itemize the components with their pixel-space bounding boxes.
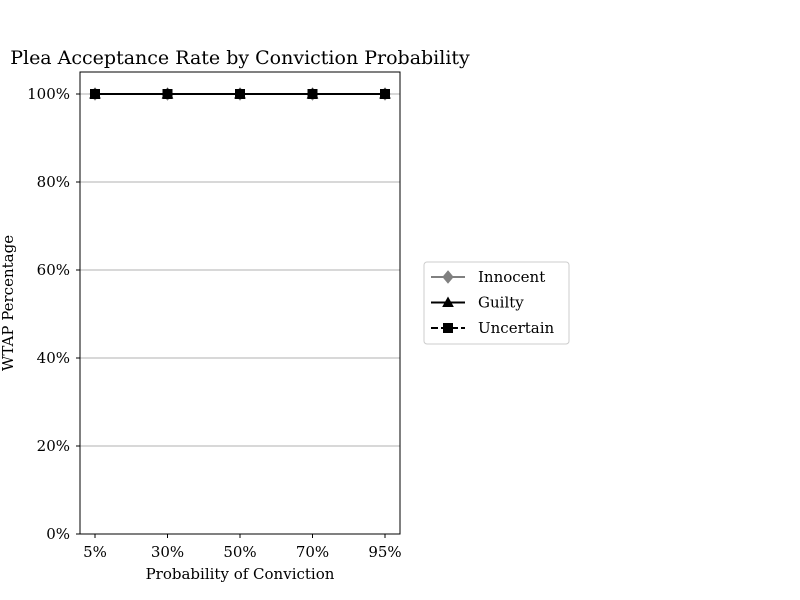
plot-frame — [79, 71, 401, 535]
legend-label: Guilty — [478, 294, 524, 312]
legend: Innocent Guilty Uncertain — [423, 261, 570, 345]
data-point-uncertain — [235, 89, 245, 99]
y-tick-label: 60% — [37, 261, 70, 279]
legend-item-guilty: Guilty — [431, 294, 524, 312]
y-tick-label: 80% — [37, 173, 70, 191]
x-tick-label: 5% — [83, 543, 107, 561]
x-tick-label: 50% — [223, 543, 256, 561]
y-axis-label: WTAP Percentage — [0, 235, 17, 371]
legend-label: Uncertain — [478, 319, 555, 337]
series-uncertain — [90, 89, 390, 99]
legend-label: Innocent — [478, 268, 545, 286]
y-tick-label: 100% — [27, 85, 70, 103]
legend-marker — [443, 323, 453, 333]
legend-box — [423, 261, 570, 345]
data-point-uncertain — [307, 89, 318, 99]
y-tick-label: 20% — [37, 437, 70, 455]
legend-marker — [442, 270, 454, 284]
y-tick-label: 0% — [46, 525, 70, 543]
x-axis-label: Probability of Conviction — [146, 565, 335, 583]
legend-marker — [442, 296, 454, 307]
legend-item-innocent: Innocent — [431, 268, 545, 286]
chart-title: Plea Acceptance Rate by Conviction Proba… — [10, 47, 470, 69]
data-point-uncertain — [380, 89, 390, 99]
x-tick-label: 30% — [151, 543, 184, 561]
legend-item-uncertain: Uncertain — [431, 319, 555, 337]
data-point-uncertain — [162, 89, 173, 99]
axes: 0% 20% 40% 60% 80% 100% 5% 30% 50% 70% 95% — [27, 85, 402, 561]
plot-series — [89, 87, 391, 101]
grid — [80, 93, 400, 535]
x-tick-label: 95% — [368, 543, 401, 561]
x-tick-label: 70% — [296, 543, 329, 561]
data-point-uncertain — [90, 89, 100, 99]
y-tick-label: 40% — [37, 349, 70, 367]
